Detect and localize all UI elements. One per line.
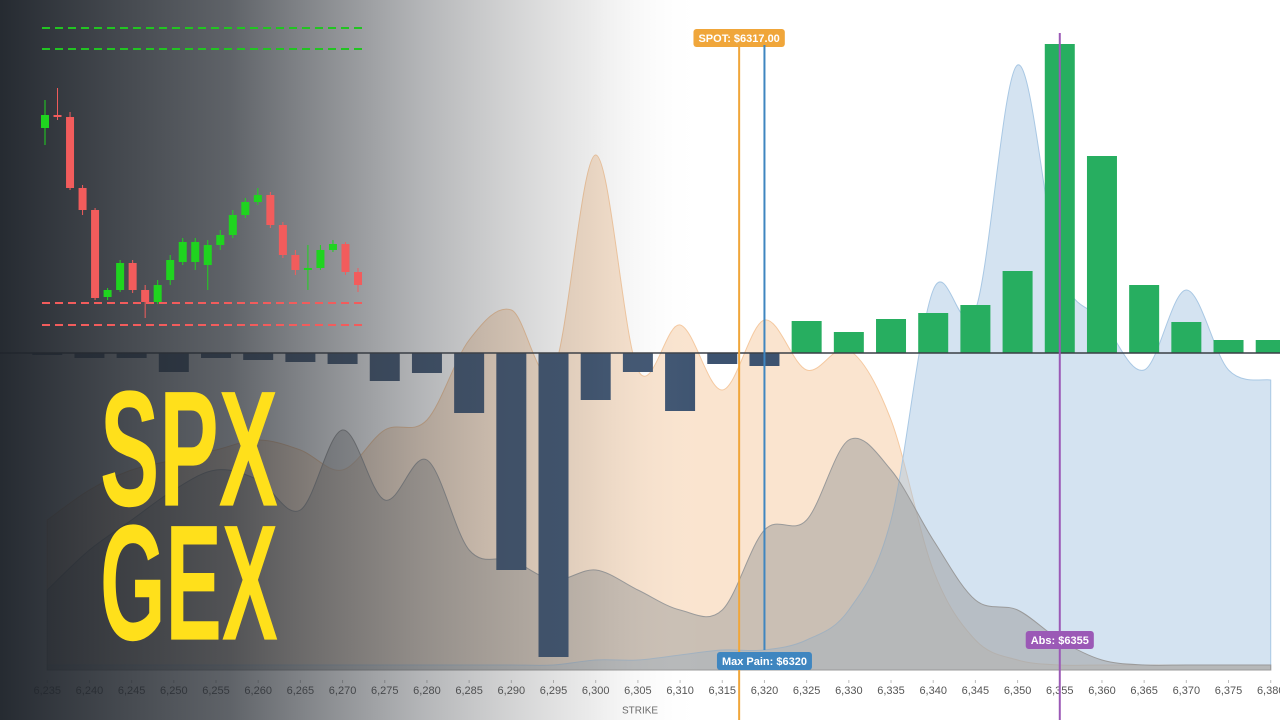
x-tick-label: 6,345 [962,685,990,697]
x-tick-label: 6,275 [371,685,399,697]
candle-body [316,250,325,268]
bar [622,353,653,372]
x-tick-label: 6,315 [709,685,737,697]
x-tick-label: 6,360 [1088,685,1116,697]
candle-body [66,117,75,188]
x-tick-label: 6,285 [455,685,483,697]
marker-label: Abs: $6355 [1031,635,1089,647]
bar [538,353,569,657]
candle-body [278,225,287,255]
candle-body [78,188,87,210]
candle-body [241,202,250,215]
x-tick-label: 6,260 [244,685,272,697]
bar [411,353,442,373]
x-tick-label: 6,295 [540,685,568,697]
x-axis-title: STRIKE [622,706,658,717]
candle-body [216,235,225,245]
bar [580,353,611,400]
candle-body [141,290,150,302]
bar [1002,271,1033,353]
bar [285,353,316,362]
candle-body [328,244,337,250]
candle-body [291,255,300,270]
bar [833,332,864,353]
x-tick-label: 6,340 [919,685,947,697]
candle-body [191,242,200,262]
marker-label: Max Pain: $6320 [722,656,807,668]
x-tick-label: 6,300 [582,685,610,697]
x-tick-label: 6,370 [1173,685,1201,697]
bar [791,321,822,353]
bar [1255,340,1280,353]
bar [1171,322,1202,353]
candle-body [354,272,362,285]
bar [876,319,907,353]
bar [369,353,400,381]
headline: SPX GEX [100,357,278,675]
marker-label: SPOT: $6317.00 [698,33,779,45]
candle-body [266,195,275,225]
x-tick-label: 6,380 [1257,685,1280,697]
bar [454,353,485,413]
x-tick-label: 6,240 [76,685,104,697]
candle-body [178,242,187,262]
x-tick-label: 6,310 [666,685,694,697]
bar [1213,340,1244,353]
bar [918,313,949,353]
x-tick-label: 6,365 [1130,685,1158,697]
candle-body [203,245,212,265]
candle-body [91,210,100,298]
bar [327,353,358,364]
candle-body [341,244,350,272]
x-tick-label: 6,270 [329,685,357,697]
headline-line: GEX [100,491,278,675]
bar [665,353,696,411]
x-tick-label: 6,290 [498,685,526,697]
candle-body [166,260,175,280]
x-tick-label: 6,320 [751,685,779,697]
candle-body [228,215,237,235]
inset-chart [41,27,362,326]
candle-body [53,115,62,117]
x-tick-label: 6,330 [835,685,863,697]
x-tick-label: 6,255 [202,685,230,697]
x-tick-label: 6,375 [1215,685,1243,697]
bar [960,305,991,353]
x-tick-label: 6,280 [413,685,441,697]
bar [1086,156,1117,353]
x-tick-label: 6,350 [1004,685,1032,697]
bar [1129,285,1160,353]
x-tick-label: 6,305 [624,685,652,697]
candle-body [153,285,162,302]
headline-line: SPX [100,357,278,541]
candle-body [303,268,312,270]
candle-body [116,263,125,290]
x-tick-label: 6,335 [877,685,905,697]
candle-body [128,263,137,290]
x-tick-label: 6,325 [793,685,821,697]
x-tick-label: 6,265 [287,685,315,697]
bar [707,353,738,364]
candle-body [103,290,112,297]
bar [496,353,527,570]
candle-body [253,195,262,202]
x-tick-label: 6,250 [160,685,188,697]
candle-body [41,115,49,128]
x-tick-label: 6,235 [33,685,61,697]
x-tick-label: 6,245 [118,685,146,697]
